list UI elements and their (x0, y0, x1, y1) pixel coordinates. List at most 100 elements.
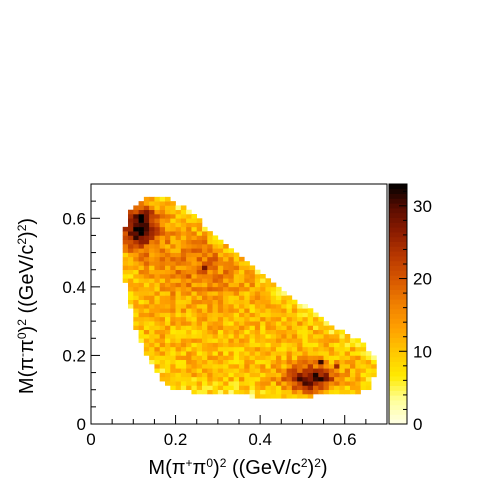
heatmap-cell (212, 304, 219, 309)
heatmap-cell (159, 325, 166, 331)
heatmap-cell (175, 222, 182, 228)
heatmap-cell (313, 372, 319, 378)
heatmap-cell (223, 381, 229, 386)
heatmap-cell (365, 351, 372, 356)
heatmap-cell (286, 316, 293, 322)
heatmap-cell (233, 385, 240, 391)
heatmap-cell (170, 248, 176, 253)
heatmap-cell (217, 256, 224, 262)
heatmap-cell (228, 389, 235, 395)
heatmap-cell (302, 389, 309, 395)
heatmap-cell (186, 261, 192, 266)
heatmap-cell (180, 209, 187, 215)
heatmap-cell (286, 359, 293, 365)
heatmap-cell (196, 244, 203, 249)
axis-label-text: ) (16, 218, 38, 225)
heatmap-cell (196, 342, 203, 348)
heatmap-cell (186, 278, 192, 283)
heatmap-cell (191, 256, 198, 262)
heatmap-cell (339, 385, 346, 391)
heatmap-cell (159, 368, 166, 373)
heatmap-cell (260, 342, 266, 348)
heatmap-cell (313, 381, 319, 386)
heatmap-cell (207, 346, 213, 352)
heatmap-cell (191, 308, 198, 313)
heatmap-cell (202, 274, 208, 279)
heatmap-cell (143, 316, 150, 322)
heatmap-cell (207, 248, 213, 253)
heatmap-cell (170, 316, 176, 322)
heatmap-cell (286, 325, 293, 331)
heatmap-cell (175, 316, 182, 322)
heatmap-cell (260, 299, 266, 305)
heatmap-cell (191, 321, 198, 326)
heatmap-cell (180, 295, 187, 301)
palette-swatch (389, 361, 407, 367)
palette-swatch (389, 294, 407, 300)
heatmap-cell (228, 355, 235, 361)
heatmap-cell (196, 329, 203, 335)
heatmap-cell (365, 355, 372, 361)
heatmap-cell (328, 329, 335, 335)
heatmap-cell (191, 295, 198, 301)
heatmap-cell (138, 252, 145, 258)
heatmap-cell (344, 385, 351, 391)
heatmap-cell (291, 342, 298, 348)
heatmap-cell (365, 364, 372, 369)
heatmap-cell (133, 231, 139, 236)
heatmap-cell (281, 368, 287, 373)
heatmap-cell (307, 394, 314, 399)
heatmap-cell (265, 321, 272, 326)
heatmap-cell (122, 265, 129, 271)
heatmap-cell (260, 274, 266, 279)
heatmap-cell (170, 278, 176, 283)
heatmap-cell (207, 376, 213, 382)
heatmap-cell (180, 308, 187, 313)
heatmap-cell (170, 342, 176, 348)
heatmap-cell (154, 312, 161, 318)
heatmap-cell (170, 201, 176, 206)
heatmap-cell (254, 312, 261, 318)
heatmap-cell (143, 269, 150, 275)
heatmap-cell (212, 355, 219, 361)
heatmap-cell (276, 308, 282, 313)
heatmap-cell (128, 256, 134, 262)
heatmap-cell (260, 282, 266, 288)
heatmap-cell (154, 316, 161, 322)
heatmap-cell (180, 205, 187, 211)
heatmap-cell (217, 321, 224, 326)
heatmap-cell (239, 282, 245, 288)
heatmap-cell (223, 244, 229, 249)
heatmap-cell (186, 372, 192, 378)
heatmap-cell (254, 295, 261, 301)
heatmap-cell (207, 278, 213, 283)
heatmap-cell (318, 342, 324, 348)
heatmap-cell (233, 316, 240, 322)
heatmap-cell (133, 274, 139, 279)
heatmap-cell (244, 274, 250, 279)
heatmap-cell (302, 381, 309, 386)
heatmap-cell (138, 316, 145, 322)
heatmap-cell (228, 265, 235, 271)
heatmap-cell (175, 321, 182, 326)
heatmap-cell (133, 235, 139, 241)
heatmap-cell (239, 355, 245, 361)
palette-swatch (389, 275, 407, 281)
heatmap-cell (149, 312, 155, 318)
heatmap-cell (223, 265, 229, 271)
heatmap-cell (170, 334, 176, 339)
heatmap-cell (228, 316, 235, 322)
heatmap-cell (175, 308, 182, 313)
heatmap-cell (202, 231, 208, 236)
heatmap-cell (143, 312, 150, 318)
heatmap-cell (270, 325, 277, 331)
heatmap-cell (307, 334, 314, 339)
heatmap-cell (365, 359, 372, 365)
heatmap-cell (249, 291, 256, 296)
heatmap-cell (122, 244, 129, 249)
heatmap-cell (191, 226, 198, 232)
palette-swatch (389, 304, 407, 310)
heatmap-cell (175, 265, 182, 271)
heatmap-cell (170, 299, 176, 305)
heatmap-cell (254, 381, 261, 386)
